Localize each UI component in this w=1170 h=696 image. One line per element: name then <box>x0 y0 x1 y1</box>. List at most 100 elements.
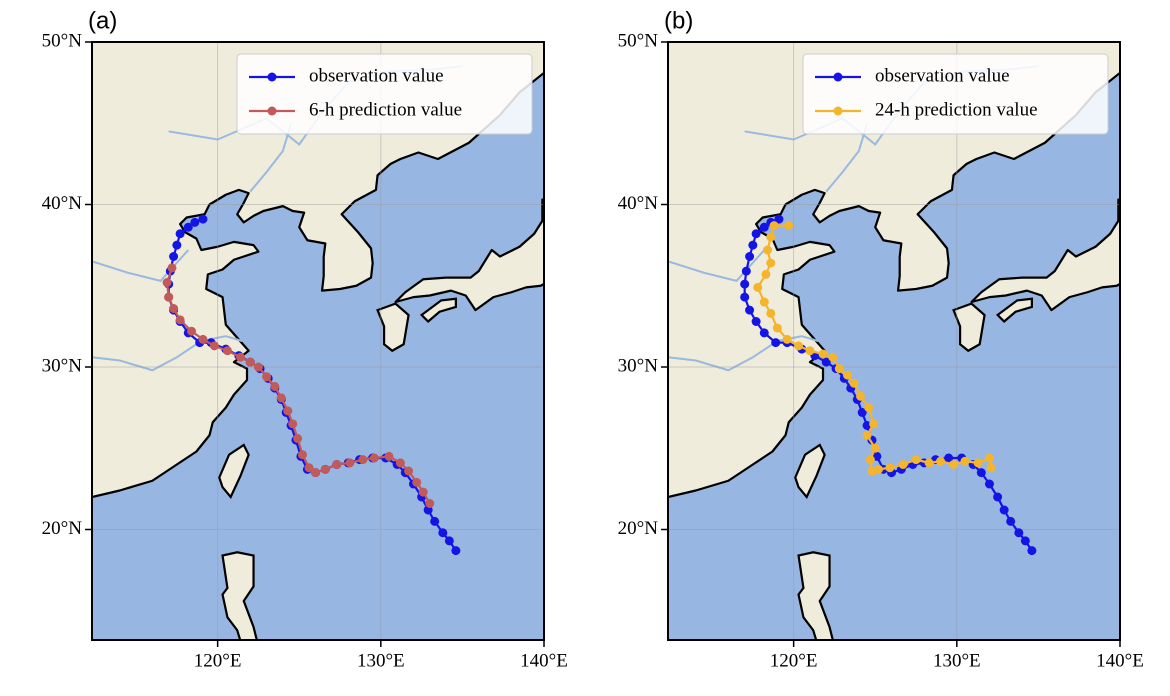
x-tick-label: 120°E <box>770 650 818 671</box>
track-point <box>438 528 448 538</box>
track-point <box>834 364 844 374</box>
legend-box <box>802 53 1109 135</box>
track-point <box>753 282 763 292</box>
y-tick-label: 40°N <box>42 193 83 214</box>
legend-marker <box>833 106 843 116</box>
track <box>740 214 1037 556</box>
track-point <box>1006 516 1016 526</box>
track-point <box>748 240 758 250</box>
track-point <box>451 546 461 556</box>
track-point <box>1014 528 1024 538</box>
track-point <box>235 352 245 362</box>
track-point <box>751 229 761 239</box>
legend-marker <box>267 106 277 116</box>
track-point <box>175 315 185 325</box>
track-point <box>862 430 872 440</box>
track-point <box>418 487 428 497</box>
plot-frame <box>91 41 545 641</box>
track-point <box>169 304 179 313</box>
track-point <box>253 362 263 372</box>
legend: observation value 24-h prediction value <box>802 53 1109 135</box>
track-point <box>187 326 197 336</box>
track-point <box>898 460 908 469</box>
track-point <box>986 463 996 473</box>
track-point <box>759 297 769 307</box>
track-point <box>867 466 877 476</box>
track-point <box>885 463 895 473</box>
track-point <box>821 357 831 367</box>
track-point <box>870 443 880 453</box>
track-point <box>345 458 355 468</box>
track-point <box>425 499 435 508</box>
track-point <box>175 229 185 239</box>
x-tick-label: 140°E <box>520 650 568 671</box>
track-point <box>782 334 792 344</box>
track-point <box>209 341 219 351</box>
x-tick-label: 130°E <box>357 650 405 671</box>
track-point <box>332 460 342 469</box>
panel-label: (b) <box>664 7 693 34</box>
y-tick-label: 50°N <box>42 30 83 51</box>
track-point <box>805 346 815 356</box>
legend-box <box>236 53 533 135</box>
track-point <box>869 419 879 429</box>
track-point <box>1020 536 1030 546</box>
track-point <box>763 245 773 255</box>
track-point <box>245 357 255 367</box>
track-point <box>369 453 379 463</box>
track-point <box>320 464 330 474</box>
track-point <box>766 232 776 242</box>
legend-label: 24-h prediction value <box>875 99 1038 120</box>
track-point <box>262 372 272 382</box>
track-point <box>771 338 781 348</box>
track-point <box>766 308 776 318</box>
track-point <box>761 269 771 279</box>
track-point <box>404 466 414 476</box>
track-point <box>984 479 994 489</box>
track-point <box>944 453 954 463</box>
track-point <box>842 370 852 380</box>
track-point <box>222 346 232 356</box>
track-point <box>849 378 859 388</box>
map-panel: 120°E 130°E 140°E 20°N 30°N 40°N 50°N(b) observ… <box>618 7 1144 671</box>
track-point <box>740 279 750 289</box>
legend-marker <box>267 72 277 82</box>
track-point <box>198 334 208 344</box>
track-point <box>828 352 838 362</box>
track-point <box>784 221 794 231</box>
track-point <box>999 505 1009 515</box>
track-point <box>430 516 440 526</box>
track-point <box>297 450 307 460</box>
track-point <box>283 406 293 416</box>
track-point <box>190 217 200 227</box>
track-point <box>818 349 828 359</box>
track-point <box>766 258 776 268</box>
track-point <box>745 305 755 315</box>
legend-label: observation value <box>309 65 444 86</box>
track-point <box>774 214 784 224</box>
legend-marker <box>833 72 843 82</box>
track-point <box>276 393 286 403</box>
track-point <box>198 214 208 224</box>
y-tick-label: 40°N <box>618 193 659 214</box>
track-point <box>856 391 866 401</box>
x-tick-label: 120°E <box>194 650 242 671</box>
plot-frame <box>667 41 1121 641</box>
track-point <box>164 292 174 302</box>
track-point <box>993 492 1003 502</box>
track-point <box>936 456 946 466</box>
y-tick-label: 20°N <box>618 518 659 539</box>
track-point <box>444 536 454 546</box>
track-point <box>772 323 782 333</box>
track-point <box>311 468 321 478</box>
track-point <box>759 222 769 232</box>
x-tick-label: 140°E <box>1096 650 1144 671</box>
track-point <box>794 341 804 351</box>
legend: observation value 6-h prediction value <box>236 53 533 135</box>
track-point <box>270 382 280 391</box>
track-point <box>976 468 986 478</box>
track-point <box>973 458 983 468</box>
map-panel: 120°E 130°E 140°E 20°N 30°N 40°N 50°N(a) observ… <box>42 7 568 671</box>
track <box>753 221 996 476</box>
